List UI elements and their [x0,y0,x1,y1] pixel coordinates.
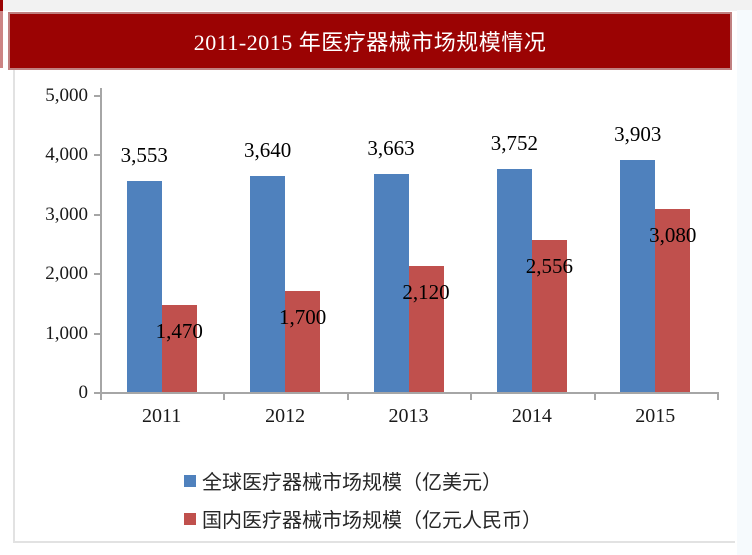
chart-title-text: 2011-2015 年医疗器械市场规模情况 [193,30,547,55]
top-strip [0,0,752,11]
left-edge-sliver [0,11,3,68]
chart-background-box [13,70,735,543]
chart-title: 2011-2015 年医疗器械市场规模情况 [8,12,732,70]
right-edge-strip [737,10,752,555]
corner-mark [0,0,3,11]
